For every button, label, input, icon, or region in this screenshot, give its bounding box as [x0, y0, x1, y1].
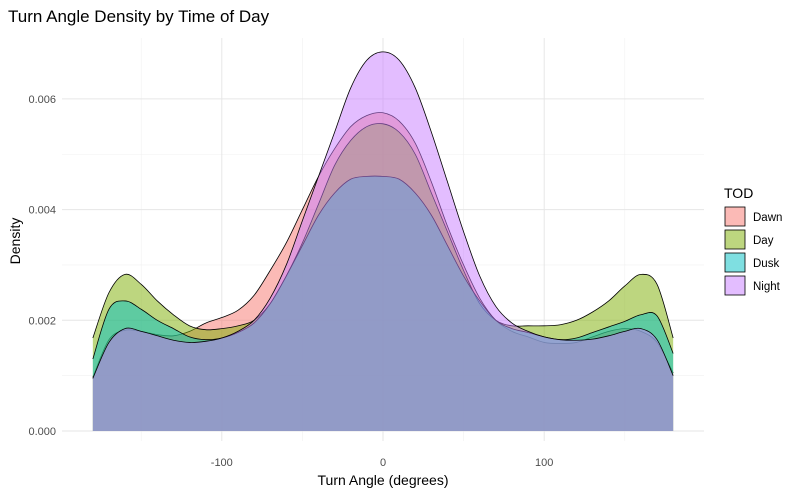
y-tick-label: 0.004 [28, 205, 56, 217]
density-outline-night [92, 51, 674, 379]
legend: TOD Dawn Day Dusk Night [724, 185, 782, 296]
x-tick-label: 0 [380, 457, 386, 469]
y-tick-label: 0.006 [28, 94, 56, 106]
legend-item-dusk: Dusk [724, 252, 779, 273]
legend-label-dawn: Dawn [753, 212, 782, 224]
legend-item-dawn: Dawn [724, 206, 782, 227]
legend-label-night: Night [753, 281, 781, 293]
legend-item-day: Day [724, 229, 774, 250]
axis-tick-labels: -100 0 100 0.000 0.002 0.004 0.006 [28, 94, 553, 469]
y-axis-title: Density [7, 218, 23, 265]
x-axis-title: Turn Angle (degrees) [318, 472, 449, 488]
density-area-night [92, 51, 674, 431]
legend-key-night [724, 275, 746, 296]
x-tick-label: 100 [535, 457, 553, 469]
legend-item-night: Night [724, 275, 781, 296]
legend-label-dusk: Dusk [753, 258, 779, 270]
y-tick-label: 0.000 [28, 426, 56, 438]
legend-key-dusk [724, 252, 746, 273]
y-tick-label: 0.002 [28, 315, 56, 327]
chart-title: Turn Angle Density by Time of Day [8, 7, 270, 26]
legend-key-dawn [724, 206, 746, 227]
legend-key-day [724, 229, 746, 250]
density-areas [92, 51, 674, 432]
legend-label-day: Day [753, 235, 774, 247]
legend-title: TOD [724, 185, 753, 201]
x-tick-label: -100 [211, 457, 233, 469]
